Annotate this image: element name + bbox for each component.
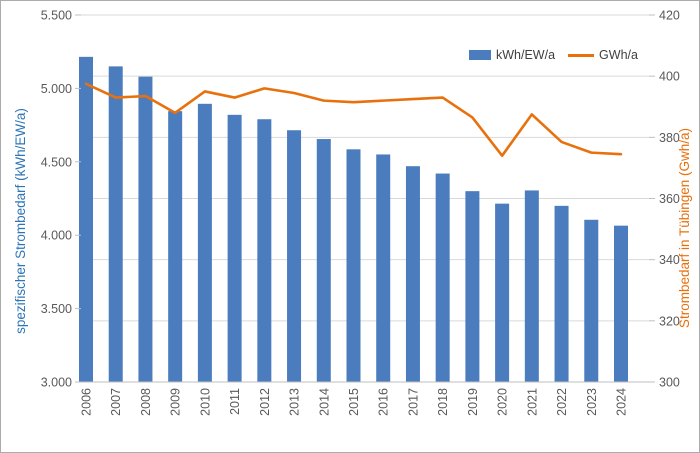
left-axis-title: spezifischer Strombedarf (kWh/EW/a) — [13, 108, 28, 334]
bar-2024 — [614, 225, 628, 382]
legend-item-line-series: GWh/a — [568, 48, 638, 62]
x-axis-tick-label: 2007 — [109, 388, 123, 416]
x-axis-tick-label: 2019 — [466, 388, 480, 416]
right-axis-tick-label: 380 — [659, 131, 680, 145]
x-axis-tick-label: 2021 — [525, 388, 539, 416]
bar-series-swatch-icon — [469, 50, 491, 60]
x-axis-tick-label: 2020 — [496, 388, 510, 416]
bar-2018 — [435, 173, 450, 382]
bar-2007 — [108, 66, 123, 382]
right-axis-tick-label: 340 — [659, 253, 680, 267]
bar-2011 — [227, 114, 242, 382]
x-axis-tick-label: 2010 — [198, 388, 212, 416]
x-axis-tick-label: 2013 — [288, 388, 302, 416]
legend-item-bar-series: kWh/EW/a — [469, 48, 555, 62]
x-axis-tick-label: 2015 — [347, 388, 361, 416]
left-axis-tick-label: 3.000 — [41, 376, 72, 390]
x-axis-tick-label: 2017 — [406, 388, 420, 416]
x-axis-tick-label: 2018 — [436, 388, 450, 416]
x-axis-tick-label: 2012 — [258, 388, 272, 416]
left-axis-tick-label: 4.000 — [41, 229, 72, 243]
bar-2016 — [376, 154, 391, 382]
legend-label-line-series: GWh/a — [599, 48, 638, 62]
bar-2012 — [257, 119, 272, 382]
right-axis-tick-label: 420 — [659, 9, 680, 23]
bar-2023 — [584, 219, 599, 382]
bar-2015 — [346, 149, 361, 382]
bar-2006 — [79, 56, 93, 382]
legend-label-bar-series: kWh/EW/a — [496, 48, 556, 62]
x-axis-tick-label: 2023 — [585, 388, 599, 416]
bar-2022 — [554, 205, 569, 382]
legend: kWh/EW/a GWh/a — [469, 48, 638, 62]
bar-2010 — [197, 103, 212, 383]
x-axis-tick-label: 2014 — [317, 388, 331, 416]
line-gwh-series — [84, 82, 623, 157]
bar-2008 — [138, 76, 153, 382]
bar-2009 — [168, 111, 183, 383]
left-axis-tick-label: 4.500 — [41, 155, 72, 169]
x-axis-tick-label: 2008 — [139, 388, 153, 416]
left-axis-tick-label: 3.500 — [41, 302, 72, 316]
right-axis-title: Strombedarf in Tübingen (Gwh/a) — [677, 127, 692, 329]
right-axis-tick-label: 320 — [659, 314, 680, 328]
x-axis-tick-label: 2016 — [377, 388, 391, 416]
bar-2019 — [465, 191, 480, 382]
bar-2014 — [316, 139, 331, 382]
bar-2021 — [524, 190, 539, 382]
right-axis-tick-label: 360 — [659, 192, 680, 206]
x-axis-tick-label: 2009 — [169, 388, 183, 416]
x-axis-tick-label: 2024 — [615, 388, 629, 416]
line-series-swatch-icon — [568, 53, 595, 57]
x-axis-tick-label: 2022 — [555, 388, 569, 416]
bar-2020 — [495, 203, 510, 382]
x-axis-tick-label: 2011 — [228, 388, 242, 415]
bar-2017 — [405, 166, 420, 382]
right-axis-tick-label: 300 — [659, 376, 680, 390]
bar-2013 — [287, 130, 302, 382]
x-axis-tick-label: 2006 — [80, 388, 94, 416]
left-axis-tick-label: 5.000 — [41, 82, 72, 96]
left-axis-tick-label: 5.500 — [41, 9, 72, 23]
right-axis-tick-label: 400 — [659, 70, 680, 84]
